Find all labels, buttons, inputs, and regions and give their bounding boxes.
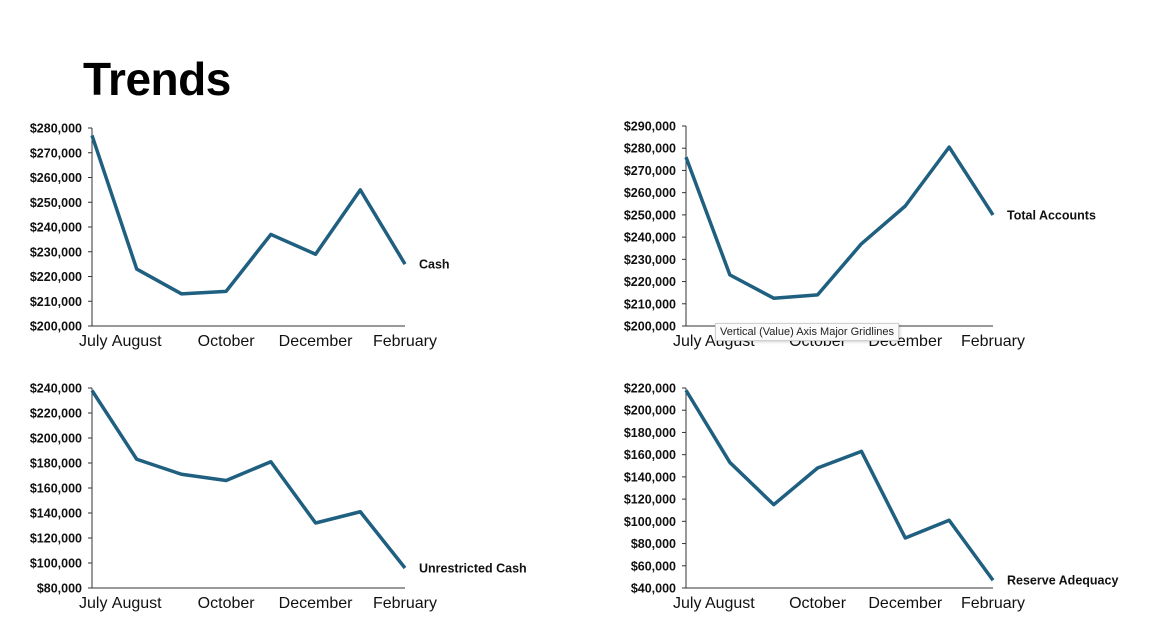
data-point[interactable]	[358, 510, 362, 514]
x-tick-label: December	[868, 595, 942, 612]
y-tick-label: $180,000	[30, 457, 82, 471]
x-tick-label: July	[673, 333, 701, 350]
data-point[interactable]	[179, 292, 183, 296]
data-point[interactable]	[224, 289, 228, 293]
data-point[interactable]	[903, 204, 907, 208]
y-tick-label: $80,000	[37, 582, 82, 596]
data-point[interactable]	[403, 566, 407, 570]
x-tick-label: October	[198, 333, 256, 350]
data-point[interactable]	[772, 296, 776, 300]
y-tick-label: $210,000	[30, 295, 82, 309]
data-point[interactable]	[684, 388, 688, 392]
y-tick-label: $80,000	[631, 537, 676, 551]
data-point[interactable]	[816, 293, 820, 297]
data-point[interactable]	[314, 252, 318, 256]
x-tick-label: July	[79, 595, 107, 612]
data-point[interactable]	[269, 232, 273, 236]
y-tick-label: $200,000	[624, 404, 676, 418]
data-point[interactable]	[179, 472, 183, 476]
data-point[interactable]	[403, 262, 407, 266]
y-tick-label: $280,000	[30, 122, 82, 136]
data-point[interactable]	[947, 145, 951, 149]
y-tick-label: $200,000	[30, 432, 82, 446]
data-point[interactable]	[358, 188, 362, 192]
y-tick-label: $240,000	[624, 231, 676, 245]
series-line[interactable]	[684, 389, 995, 582]
data-point[interactable]	[859, 242, 863, 246]
y-tick-label: $280,000	[624, 142, 676, 156]
x-tick-label: February	[373, 595, 437, 612]
y-tick-label: $200,000	[624, 320, 676, 334]
y-tick-label: $240,000	[30, 382, 82, 396]
data-point[interactable]	[728, 460, 732, 464]
page-title: Trends	[83, 53, 231, 105]
x-tick-label: February	[961, 333, 1025, 350]
data-point[interactable]	[224, 479, 228, 483]
data-point[interactable]	[947, 518, 951, 522]
data-point[interactable]	[135, 267, 139, 271]
x-tick-label: July	[79, 333, 107, 350]
data-point[interactable]	[269, 460, 273, 464]
y-tick-label: $140,000	[30, 507, 82, 521]
data-point[interactable]	[135, 457, 139, 461]
y-tick-label: $230,000	[624, 253, 676, 267]
series-label: Reserve Adequacy	[1007, 574, 1118, 588]
x-tick-label: July	[673, 595, 701, 612]
series-line[interactable]	[90, 134, 407, 296]
y-tick-label: $240,000	[30, 221, 82, 235]
series-label: Unrestricted Cash	[419, 562, 527, 576]
series-line[interactable]	[90, 389, 407, 570]
data-point[interactable]	[314, 521, 318, 525]
data-point[interactable]	[991, 578, 995, 582]
x-tick-label: August	[112, 333, 162, 350]
x-tick-label: August	[112, 595, 162, 612]
data-point[interactable]	[684, 155, 688, 159]
y-tick-label: $100,000	[624, 515, 676, 529]
data-point[interactable]	[772, 503, 776, 507]
series-label: Total Accounts	[1007, 208, 1096, 222]
y-tick-label: $260,000	[30, 171, 82, 185]
y-tick-label: $200,000	[30, 320, 82, 334]
y-tick-label: $270,000	[30, 146, 82, 160]
y-tick-label: $120,000	[30, 532, 82, 546]
y-tick-label: $180,000	[624, 426, 676, 440]
y-tick-label: $220,000	[624, 275, 676, 289]
y-tick-label: $210,000	[624, 297, 676, 311]
series-label: Cash	[419, 258, 450, 272]
series-line[interactable]	[684, 145, 995, 300]
y-tick-label: $220,000	[30, 407, 82, 421]
y-tick-label: $220,000	[624, 382, 676, 396]
x-tick-label: February	[373, 333, 437, 350]
x-tick-label: December	[279, 333, 353, 350]
y-tick-label: $120,000	[624, 493, 676, 507]
data-point[interactable]	[991, 213, 995, 217]
y-tick-label: $160,000	[624, 448, 676, 462]
y-tick-label: $250,000	[30, 196, 82, 210]
data-point[interactable]	[90, 133, 94, 137]
data-point[interactable]	[90, 389, 94, 393]
data-point[interactable]	[816, 466, 820, 470]
data-point[interactable]	[728, 273, 732, 277]
y-tick-label: $250,000	[624, 208, 676, 222]
y-tick-label: $230,000	[30, 245, 82, 259]
data-point[interactable]	[903, 536, 907, 540]
x-tick-label: October	[198, 595, 256, 612]
y-tick-label: $220,000	[30, 270, 82, 284]
data-point[interactable]	[859, 449, 863, 453]
x-tick-label: February	[961, 595, 1025, 612]
y-tick-label: $140,000	[624, 470, 676, 484]
gridlines-tooltip: Vertical (Value) Axis Major Gridlines	[715, 323, 900, 341]
y-tick-label: $160,000	[30, 482, 82, 496]
y-tick-label: $270,000	[624, 164, 676, 178]
x-tick-label: December	[279, 595, 353, 612]
y-tick-label: $60,000	[631, 559, 676, 573]
y-tick-label: $290,000	[624, 120, 676, 134]
y-tick-label: $260,000	[624, 186, 676, 200]
x-tick-label: October	[789, 595, 847, 612]
y-tick-label: $100,000	[30, 557, 82, 571]
y-tick-label: $40,000	[631, 582, 676, 596]
x-tick-label: August	[705, 595, 755, 612]
